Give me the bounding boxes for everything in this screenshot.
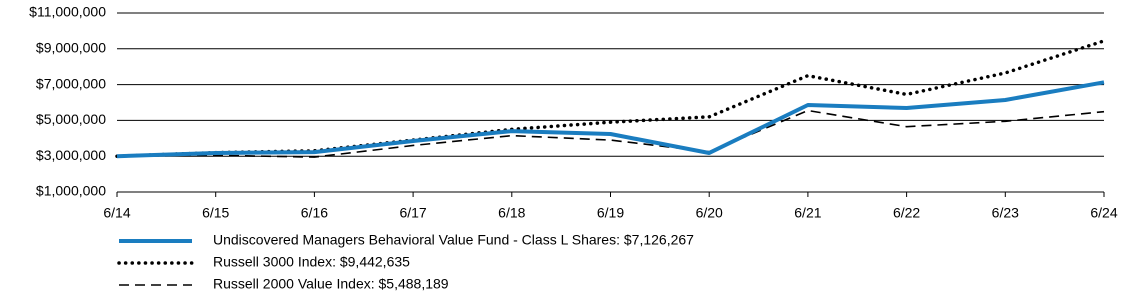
- y-tick-label: $7,000,000: [36, 75, 106, 91]
- x-tick-label: 6/16: [301, 205, 328, 221]
- x-tick-label: 6/23: [992, 205, 1019, 221]
- x-tick-label: 6/14: [103, 205, 130, 221]
- x-tick-label: 6/19: [597, 205, 624, 221]
- y-tick-label: $9,000,000: [36, 40, 106, 56]
- y-tick-label: $3,000,000: [36, 147, 106, 163]
- x-tick-label: 6/20: [696, 205, 723, 221]
- y-tick-label: $5,000,000: [36, 111, 106, 127]
- legend-label: Russell 2000 Value Index: $5,488,189: [213, 276, 449, 292]
- series-line: [115, 39, 1106, 158]
- x-tick-label: 6/17: [399, 205, 426, 221]
- series-line: [116, 80, 1105, 159]
- x-tick-label: 6/22: [893, 205, 920, 221]
- x-tick-label: 6/15: [202, 205, 229, 221]
- legend-label: Undiscovered Managers Behavioral Value F…: [213, 232, 694, 248]
- x-tick-label: 6/24: [1090, 205, 1117, 221]
- legend-label: Russell 3000 Index: $9,442,635: [213, 254, 410, 270]
- series-line: [116, 109, 1105, 158]
- x-tick-label: 6/18: [498, 205, 525, 221]
- y-tick-label: $11,000,000: [29, 4, 106, 20]
- y-tick-label: $1,000,000: [36, 183, 106, 199]
- x-tick-label: 6/21: [794, 205, 821, 221]
